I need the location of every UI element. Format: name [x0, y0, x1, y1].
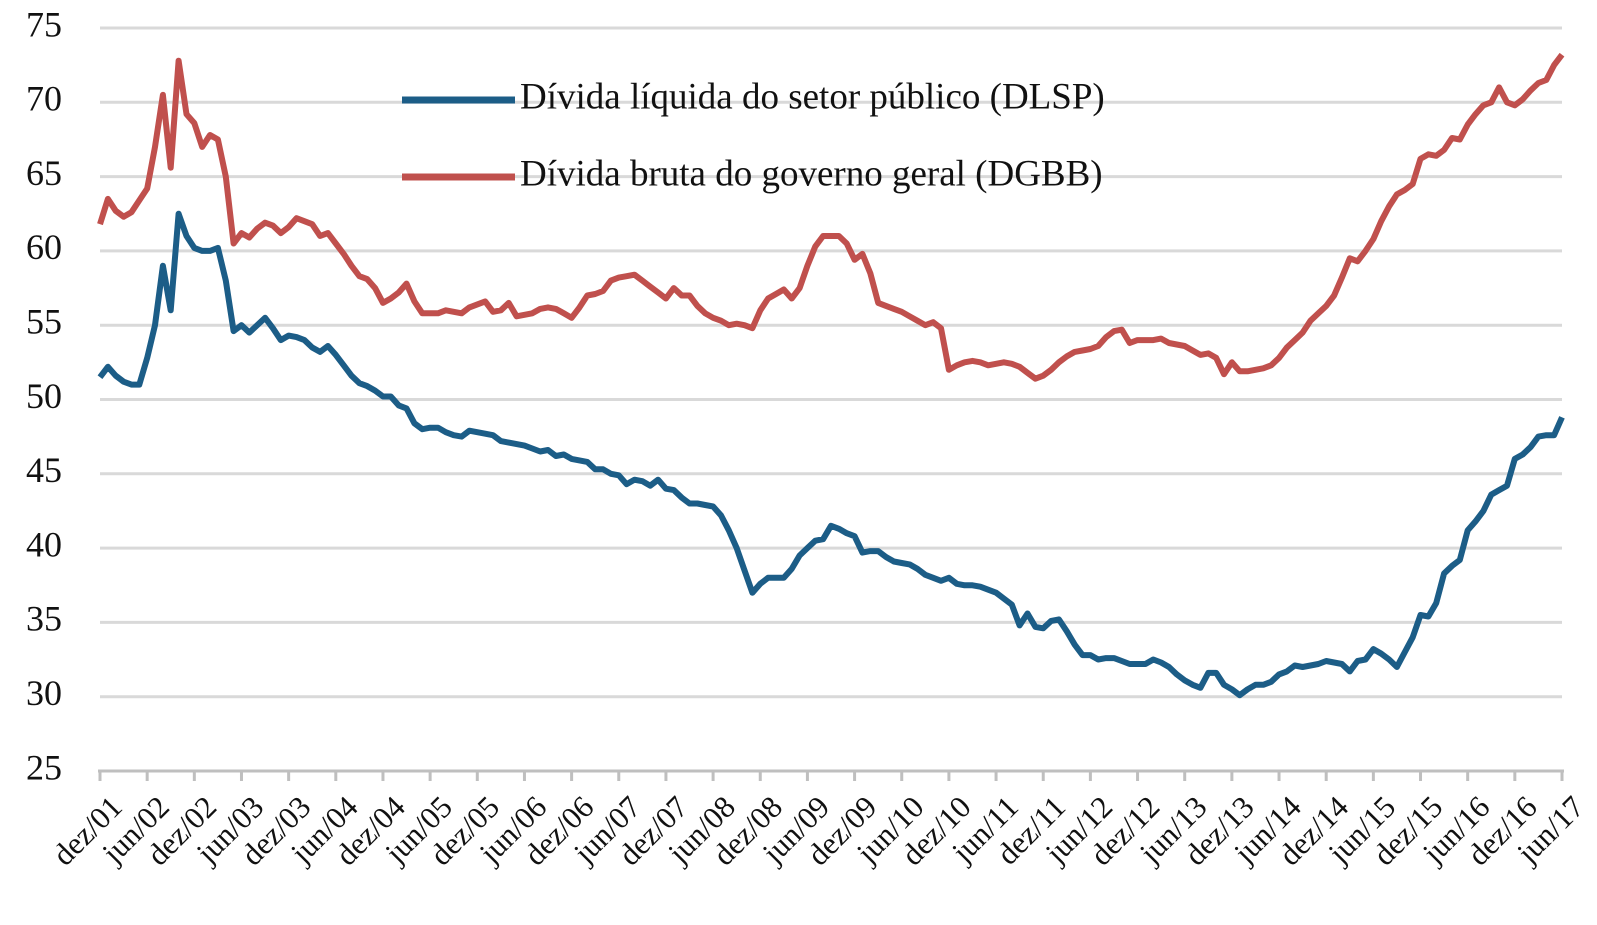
y-tick-label: 35 [26, 599, 62, 639]
y-tick-label: 75 [26, 4, 62, 44]
legend-label: Dívida bruta do governo geral (DGBB) [520, 153, 1103, 194]
y-tick-label: 65 [26, 153, 62, 193]
data-line [97, 210, 1565, 699]
y-tick-label: 25 [26, 747, 62, 787]
y-tick-label: 60 [26, 227, 62, 267]
y-tick-label: 40 [26, 524, 62, 564]
y-tick-label: 70 [26, 79, 62, 119]
y-tick-label: 30 [26, 673, 62, 713]
legend-label: Dívida líquida do setor público (DLSP) [520, 76, 1105, 117]
data-line [97, 52, 1565, 382]
y-tick-label: 50 [26, 376, 62, 416]
y-tick-label: 45 [26, 450, 62, 490]
y-tick-label: 55 [26, 301, 62, 341]
